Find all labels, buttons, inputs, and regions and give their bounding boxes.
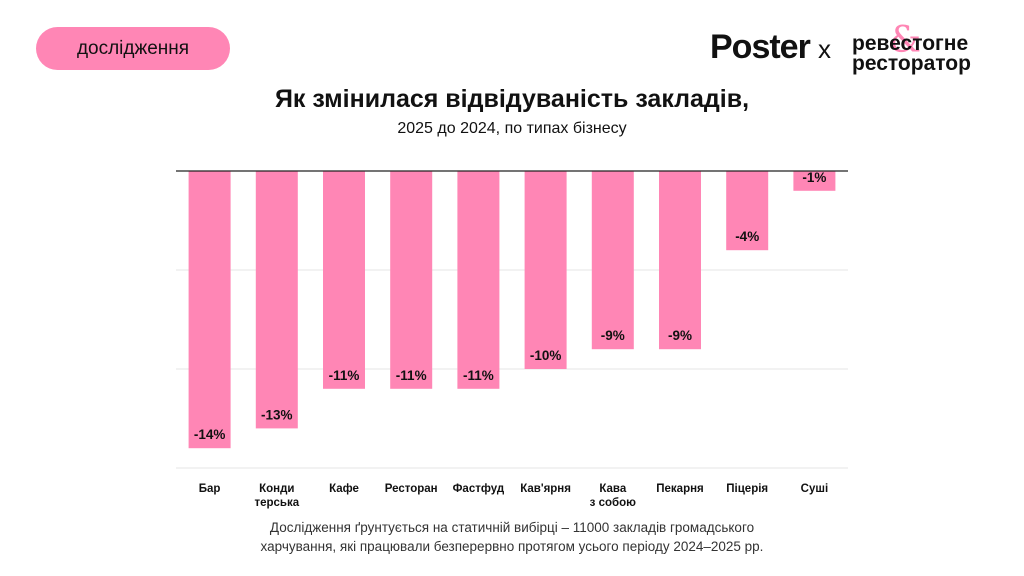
data-label: -1% bbox=[802, 170, 826, 185]
restorator-logo: ревестогне ресторатор bbox=[852, 32, 971, 75]
bar bbox=[323, 171, 365, 389]
data-label: -10% bbox=[530, 348, 562, 363]
bar bbox=[726, 171, 769, 251]
bar bbox=[188, 171, 231, 449]
restorator-logo-line2: ресторатор bbox=[852, 52, 971, 75]
poster-logo: Poster bbox=[710, 28, 811, 66]
bar bbox=[457, 171, 500, 389]
footnote-line2: харчування, які працювали безперервно пр… bbox=[260, 539, 764, 554]
x-tick-label: Пекарня bbox=[656, 483, 704, 495]
bar bbox=[659, 171, 701, 350]
bar bbox=[591, 171, 634, 350]
x-tick-label: Конди bbox=[259, 483, 294, 495]
bar bbox=[524, 171, 567, 369]
brand-separator: x bbox=[818, 34, 831, 64]
x-tick-label: Кав'ярня bbox=[520, 483, 571, 495]
x-tick-label: Бар bbox=[199, 483, 221, 495]
x-tick-label: Кава bbox=[599, 483, 626, 495]
x-tick-label: терська bbox=[254, 497, 299, 509]
bar bbox=[390, 171, 433, 389]
x-tick-label: Піцерія bbox=[726, 483, 768, 495]
data-label: -9% bbox=[668, 328, 692, 343]
x-tick-label: Ресторан bbox=[385, 483, 438, 495]
bar bbox=[255, 171, 298, 429]
data-label: -14% bbox=[194, 427, 226, 442]
data-label: -13% bbox=[261, 407, 293, 422]
x-tick-label: Кафе bbox=[329, 483, 359, 495]
ampersand-logo-mark: & bbox=[889, 20, 922, 61]
data-label: -9% bbox=[601, 328, 625, 343]
chart-title: Як змінилася відвідуваність закладів, bbox=[274, 85, 750, 113]
data-label: -4% bbox=[735, 229, 759, 244]
x-tick-label: з собою bbox=[590, 497, 636, 509]
footnote: Дослідження ґрунтується на статичній виб… bbox=[0, 518, 1024, 556]
data-label: -11% bbox=[329, 368, 360, 383]
chart-subtitle: 2025 до 2024, по типах бізнесу bbox=[397, 120, 627, 137]
restorator-logo-line1: ревестогне bbox=[852, 32, 969, 55]
data-label: -11% bbox=[463, 368, 494, 383]
research-badge: дослідження bbox=[36, 27, 230, 70]
x-tick-label: Фастфуд bbox=[453, 483, 505, 495]
x-tick-label: Суші bbox=[801, 483, 828, 495]
bar bbox=[793, 171, 836, 191]
footnote-line1: Дослідження ґрунтується на статичній виб… bbox=[269, 520, 755, 535]
data-label: -11% bbox=[396, 368, 427, 383]
